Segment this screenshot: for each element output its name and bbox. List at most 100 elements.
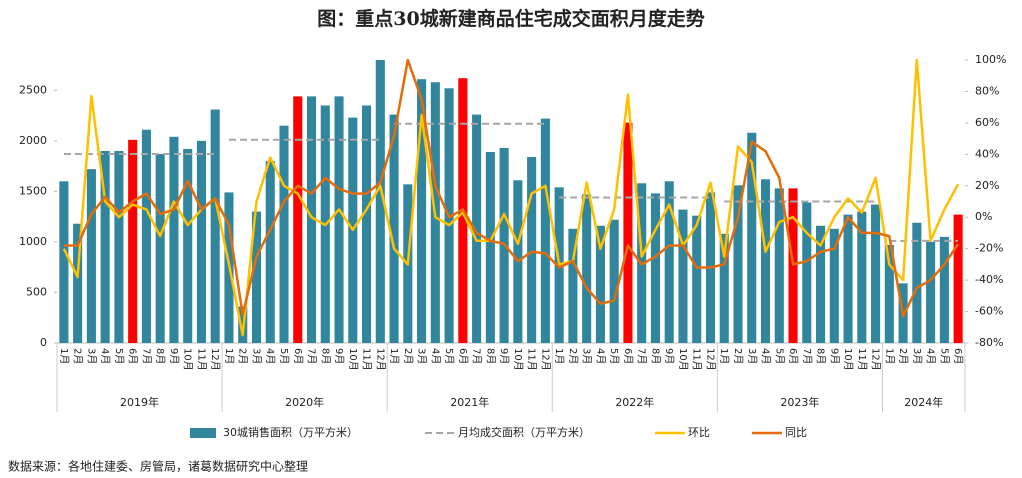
x-tick-label: 8月 — [484, 348, 496, 364]
x-tick-label: 12月 — [704, 348, 716, 371]
bar — [692, 215, 702, 343]
x-tick-label: 3月 — [746, 348, 758, 364]
bar — [417, 79, 427, 343]
bar — [760, 179, 771, 343]
x-tick-label: 9月 — [828, 348, 840, 364]
y2-tick-label: 60% — [975, 116, 999, 129]
x-tick-label: 10月 — [842, 348, 854, 371]
x-tick-label: 4月 — [594, 348, 606, 364]
x-tick-label: 2月 — [732, 348, 744, 364]
bar — [183, 148, 193, 343]
y-tick-label: 1500 — [19, 184, 47, 197]
bar — [884, 244, 894, 343]
bar — [362, 105, 372, 343]
bar — [747, 132, 757, 343]
x-tick-label: 2月 — [897, 348, 909, 364]
bar — [59, 181, 69, 343]
x-tick-label: 9月 — [498, 348, 510, 364]
bar — [664, 181, 674, 343]
bar — [582, 194, 592, 343]
bar — [871, 204, 881, 343]
y2-tick-label: 80% — [975, 84, 999, 97]
legend-label: 环比 — [688, 426, 710, 439]
x-tick-label: 2月 — [567, 348, 579, 364]
bar — [306, 96, 317, 343]
legend-label: 月均成交面积（万平方米） — [458, 425, 590, 439]
x-tick-label: 8月 — [649, 348, 661, 364]
bar — [279, 125, 289, 343]
bar — [334, 96, 344, 343]
legend-label: 30城销售面积（万平方米） — [223, 425, 358, 439]
bar — [788, 188, 798, 343]
bar — [774, 188, 784, 343]
plot — [59, 58, 963, 344]
x-tick-label: 12月 — [209, 348, 221, 371]
y2-tick-label: 40% — [975, 147, 999, 160]
bar — [623, 122, 633, 344]
x-tick-label: 9月 — [663, 348, 675, 364]
bar — [843, 214, 853, 343]
x-tick-label: 3月 — [581, 348, 593, 364]
line — [63, 58, 960, 318]
y-tick-label: 2500 — [19, 83, 47, 96]
bar — [816, 225, 826, 343]
group-label: 2022年 — [615, 395, 654, 409]
x-tick-label: 4月 — [925, 348, 937, 364]
x-tick-label: 1月 — [58, 348, 70, 364]
bar — [210, 109, 220, 344]
x-tick-label: 4月 — [760, 348, 772, 364]
x-tick-label: 11月 — [195, 348, 207, 371]
y2-tick-label: -60% — [975, 305, 1003, 318]
bar — [265, 161, 275, 343]
group-label: 2021年 — [450, 395, 489, 409]
bar — [141, 129, 151, 343]
x-tick-label: 10月 — [347, 348, 359, 371]
x-tick-label: 8月 — [319, 348, 331, 364]
x-tick-label: 11月 — [526, 348, 538, 371]
bar — [733, 185, 743, 343]
x-tick-label: 7月 — [471, 348, 483, 364]
bar — [568, 228, 578, 343]
bar — [86, 169, 96, 343]
x-tick-label: 1月 — [223, 348, 235, 364]
x-tick-label: 4月 — [429, 348, 441, 364]
bar — [293, 96, 303, 343]
group-label: 2020年 — [285, 395, 324, 409]
bar — [912, 222, 922, 343]
x-tick-label: 6月 — [952, 348, 964, 364]
bar — [829, 228, 839, 343]
x-tick-label: 2月 — [237, 348, 249, 364]
x-tick-label: 6月 — [457, 348, 469, 364]
x-tick-label: 11月 — [361, 348, 373, 371]
bar — [114, 150, 124, 343]
group-label: 2023年 — [780, 395, 819, 409]
x-tick-label: 1月 — [718, 348, 730, 364]
x-tick-label: 5月 — [608, 348, 620, 364]
bar — [802, 202, 812, 343]
source: 数据来源：各地住建委、房管局，诸葛数据研究中心整理 — [8, 459, 308, 474]
y2-tick-label: -40% — [975, 273, 1003, 286]
x-tick-label: 8月 — [815, 348, 827, 364]
y-tick-label: 1000 — [19, 235, 47, 248]
x-tick-label: 12月 — [539, 348, 551, 371]
y2-tick-label: 20% — [975, 179, 999, 192]
x-tick-label: 4月 — [99, 348, 111, 364]
x-tick-label: 1月 — [553, 348, 565, 364]
legend-swatch — [190, 428, 216, 438]
bar — [953, 214, 963, 343]
y2-tick-label: 0% — [975, 210, 992, 223]
y-tick-label: 500 — [26, 285, 47, 298]
x-tick-label: 12月 — [374, 348, 386, 371]
x-tick-label: 5月 — [113, 348, 125, 364]
x-tick-label: 5月 — [773, 348, 785, 364]
x-tick-label: 3月 — [85, 348, 97, 364]
group-label: 2024年 — [904, 395, 943, 409]
bar — [472, 114, 482, 343]
bar — [389, 114, 399, 343]
legend-label: 同比 — [785, 426, 807, 439]
x-tick-label: 6月 — [292, 348, 304, 364]
x-tick-label: 7月 — [801, 348, 813, 364]
x-tick-label: 1月 — [388, 348, 400, 364]
bar — [485, 151, 495, 343]
x-tick-label: 3月 — [911, 348, 923, 364]
